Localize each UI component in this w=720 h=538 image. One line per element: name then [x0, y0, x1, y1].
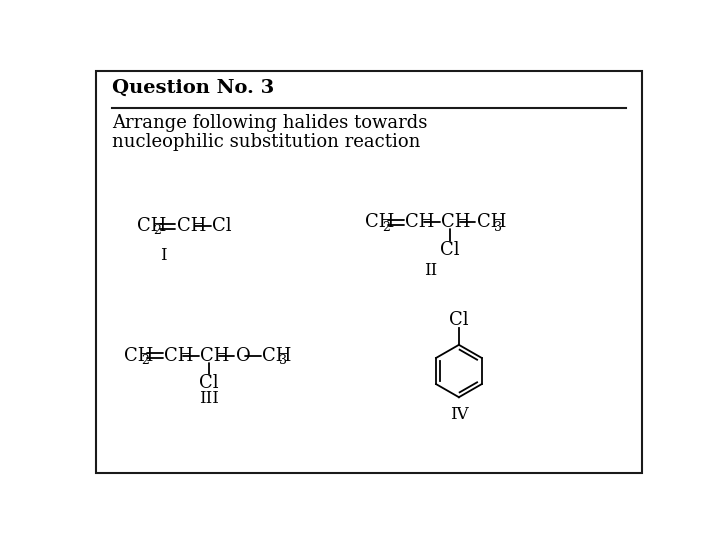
Text: 3: 3	[279, 354, 287, 367]
Text: CH: CH	[124, 346, 153, 365]
Text: CH: CH	[262, 346, 292, 365]
Text: CH: CH	[365, 214, 395, 231]
Text: CH: CH	[441, 214, 470, 231]
Text: CH: CH	[137, 217, 166, 235]
Text: Cl: Cl	[212, 217, 232, 235]
Text: 2: 2	[382, 221, 390, 233]
Text: O: O	[235, 346, 251, 365]
Text: III: III	[199, 390, 218, 407]
Text: Arrange following halides towards: Arrange following halides towards	[112, 114, 427, 132]
Text: Cl: Cl	[199, 374, 218, 392]
Text: I: I	[161, 247, 167, 264]
Text: 3: 3	[494, 221, 502, 233]
Text: IV: IV	[449, 406, 468, 423]
Text: CH: CH	[164, 346, 194, 365]
Text: nucleophilic substitution reaction: nucleophilic substitution reaction	[112, 132, 420, 151]
Text: 2: 2	[153, 224, 161, 237]
Text: 2: 2	[141, 354, 149, 367]
Text: Cl: Cl	[440, 241, 459, 259]
Text: Question No. 3: Question No. 3	[112, 79, 274, 97]
Text: CH: CH	[405, 214, 435, 231]
Text: CH: CH	[177, 217, 206, 235]
Text: CH: CH	[477, 214, 506, 231]
Text: Cl: Cl	[449, 311, 469, 329]
Text: CH: CH	[200, 346, 230, 365]
Text: II: II	[424, 261, 438, 279]
